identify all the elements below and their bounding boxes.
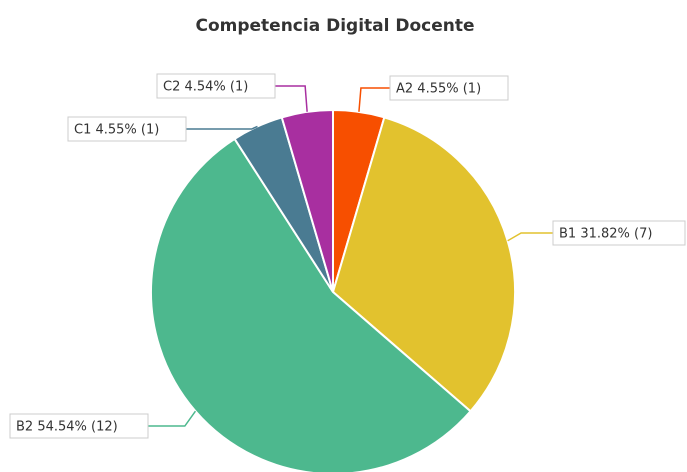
label-box [67, 116, 187, 142]
label-box [552, 220, 686, 246]
leader-line [186, 125, 258, 130]
data-label: A2 4.55% (1) [396, 82, 481, 97]
leader-line [507, 232, 553, 242]
label-box [9, 413, 149, 439]
label-box [389, 75, 509, 101]
leader-line [275, 85, 308, 112]
leader-line [148, 410, 197, 427]
pie-slice [331, 116, 516, 413]
leader-line [358, 87, 390, 112]
label-box [156, 73, 276, 99]
data-label: B2 54.54% (12) [16, 420, 118, 435]
data-label: C2 4.54% (1) [163, 80, 248, 95]
data-label: B1 31.82% (7) [559, 227, 652, 242]
pie-slice [280, 108, 334, 293]
pie-slice [150, 137, 472, 472]
chart-title: Competencia Digital Docente [195, 16, 474, 36]
data-label: C1 4.55% (1) [74, 123, 159, 138]
